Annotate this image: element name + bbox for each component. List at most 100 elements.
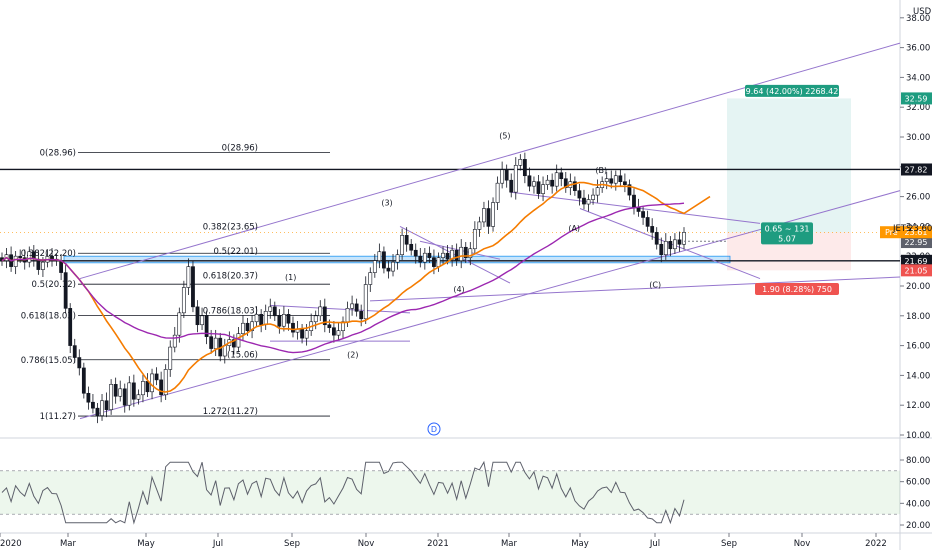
candle [673,233,677,254]
candle [663,233,668,260]
candle-body [13,255,18,267]
x-tick-label: Mar [60,539,77,549]
candle-body [277,315,282,327]
candle [572,176,577,196]
fib-extension-label: (15.06) [227,351,258,361]
fib-extension-label: 0.618(20.37) [203,271,258,281]
candle-body [263,311,268,326]
candle [18,249,23,263]
candle [418,248,423,268]
candle-body [400,235,405,256]
candle [386,261,391,279]
candle-body [541,184,545,194]
candle [559,167,564,187]
x-tick-label: Jul [649,539,660,549]
candle-body [313,315,318,323]
annotation-labels: 0(28.96) 0.382(22.20) 0.5(20.12) 0.618(18.0… [21,84,839,436]
wave-label: (4) [453,285,464,294]
candle [632,188,636,215]
y-tick-label: 34.00 [906,73,930,83]
y-tick-label: 26.00 [906,193,930,203]
candle-body [663,241,668,256]
candle-body [527,175,532,187]
candle [486,200,491,234]
candle-body [432,257,436,267]
y-tick-label: 20.00 [906,282,930,292]
candle-body [650,226,655,233]
candle-body [454,249,459,261]
candle-body [59,260,64,273]
profit-zone [727,98,851,233]
candle-body [350,303,354,309]
candle-body [141,381,145,396]
candle [463,242,468,263]
candle-body [72,345,77,358]
candle [545,174,550,190]
candle-body [18,255,23,258]
candle [354,298,359,317]
candle [336,322,341,341]
rsi-band [0,470,900,515]
candle-body [422,252,427,263]
pre-badge-bg [880,226,932,239]
candle [72,338,77,363]
price-badge-bg [901,92,932,105]
candle-body [632,194,636,208]
x-tick-label: 2020 [0,539,22,549]
candle-body [504,169,509,181]
wave-label: (A) [568,224,580,233]
price-axis[interactable]: 38.0036.0034.0032.0030.0028.0026.0024.00… [880,14,932,441]
center-badge-sub: 5.07 [778,234,796,243]
candle-body [604,178,609,183]
event-marker-label: D [431,425,437,434]
candle [141,374,145,403]
candle-body [200,315,204,326]
candle-body [418,255,423,263]
time-axis[interactable]: 2020 Mar May Jul Sep Nov 2021 Mar May Jul Sep Nov 20… [0,533,887,549]
candle [404,227,409,252]
candle-body [336,330,341,336]
candle-body [591,194,595,200]
candle [322,298,327,333]
candle [427,246,432,263]
candle-body [582,197,586,205]
candle-body [209,336,214,349]
candle [532,176,536,194]
x-tick-label: Sep [721,539,737,549]
candle [118,380,123,402]
candle [586,194,591,212]
candle-body [673,239,677,250]
rsi-tick-label: 80.00 [906,456,930,466]
candle-body [577,190,582,199]
candle-body [372,260,377,273]
profit-badge: 9.64 (42.00%) 2268.42 [746,87,839,96]
candle-body [668,241,673,250]
candle-body [168,346,173,370]
candle [172,326,177,353]
candle-body [95,407,100,416]
candle-body [109,384,114,410]
candle [100,394,104,421]
candle-body [513,165,518,193]
candle [413,243,418,264]
y-tick-label: 16.00 [906,342,930,352]
y-tick-label: 38.00 [906,14,930,24]
candle-body [641,211,645,218]
candle-body [104,400,109,410]
candle-body [409,243,414,251]
wave-label: (3) [381,199,392,208]
trend-line [269,304,411,314]
fib-extension-label: 1.272(11.27) [203,407,258,417]
candle [332,321,336,343]
candle-body [645,217,650,227]
candle-body [159,379,164,396]
candle-body [304,330,309,339]
candle [341,316,345,339]
candle [650,218,655,240]
candle [104,392,109,418]
candle-body [654,232,659,245]
candle [654,227,659,250]
y-tick-label: 14.00 [906,371,930,381]
